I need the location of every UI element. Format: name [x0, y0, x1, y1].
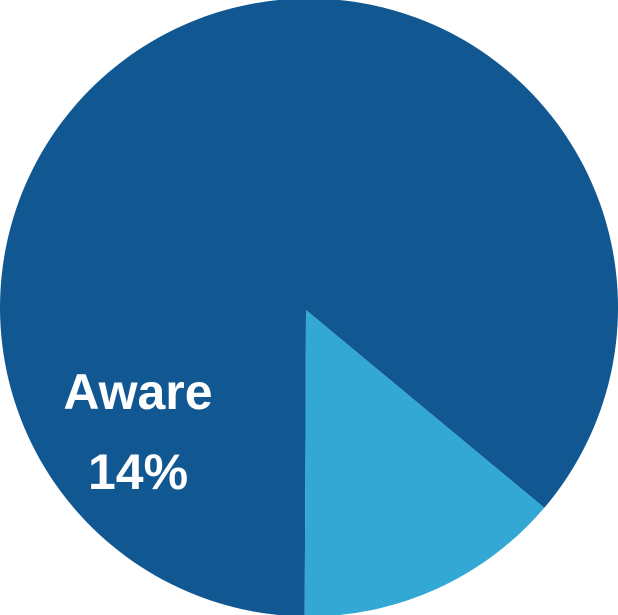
- slice-label-aware: Aware: [63, 364, 212, 420]
- pie-slice-aware: [304, 310, 545, 615]
- slice-value-aware: 14%: [88, 444, 188, 500]
